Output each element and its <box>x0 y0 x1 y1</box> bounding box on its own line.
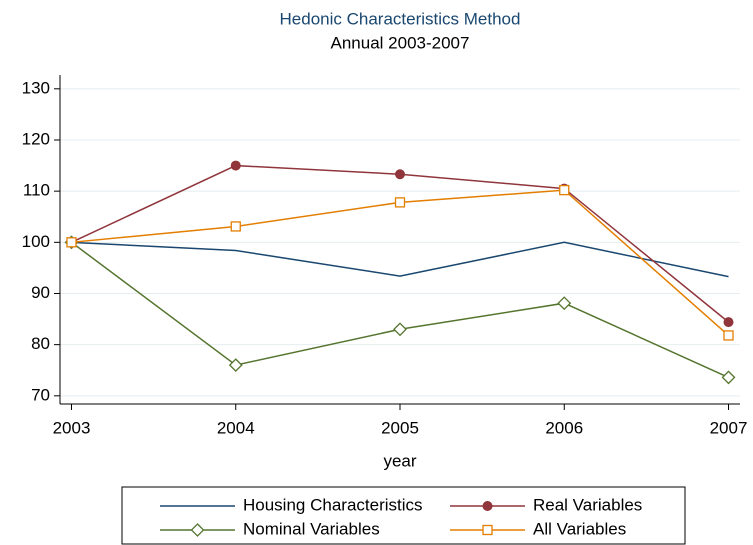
x-axis-label: year <box>383 451 416 470</box>
marker <box>228 358 243 373</box>
marker <box>723 330 734 341</box>
y-tick-label: 100 <box>22 232 50 251</box>
marker <box>230 160 241 171</box>
x-tick-label: 2003 <box>53 418 91 437</box>
marker <box>559 184 570 196</box>
legend-marker <box>482 501 493 511</box>
marker <box>393 322 407 337</box>
legend-marker <box>190 523 205 537</box>
legend-label: Nominal Variables <box>243 519 380 538</box>
x-tick-label: 2007 <box>710 418 748 437</box>
x-tick-label: 2006 <box>545 418 583 437</box>
legend-marker <box>482 524 493 536</box>
legend-box <box>121 486 686 545</box>
y-tick-label: 120 <box>22 129 50 148</box>
marker <box>395 169 405 180</box>
y-tick-label: 110 <box>23 181 50 200</box>
legend-label: Real Variables <box>533 495 642 514</box>
legend-label: All Variables <box>533 519 626 538</box>
marker <box>66 237 77 248</box>
series-line <box>71 241 729 278</box>
y-tick-label: 90 <box>31 283 50 302</box>
x-tick-label: 2005 <box>381 418 419 437</box>
chart-subtitle: Annual 2003-2007 <box>331 33 470 52</box>
legend-label: Housing Characteristics <box>243 495 423 514</box>
marker <box>557 296 572 311</box>
x-tick-label: 2004 <box>217 418 255 437</box>
y-tick-label: 70 <box>31 385 50 404</box>
marker <box>394 197 406 208</box>
marker <box>230 221 241 232</box>
marker <box>723 317 734 328</box>
chart-title: Hedonic Characteristics Method <box>280 9 521 28</box>
marker <box>721 370 736 385</box>
y-tick-label: 130 <box>22 78 50 97</box>
y-tick-label: 80 <box>31 334 50 353</box>
